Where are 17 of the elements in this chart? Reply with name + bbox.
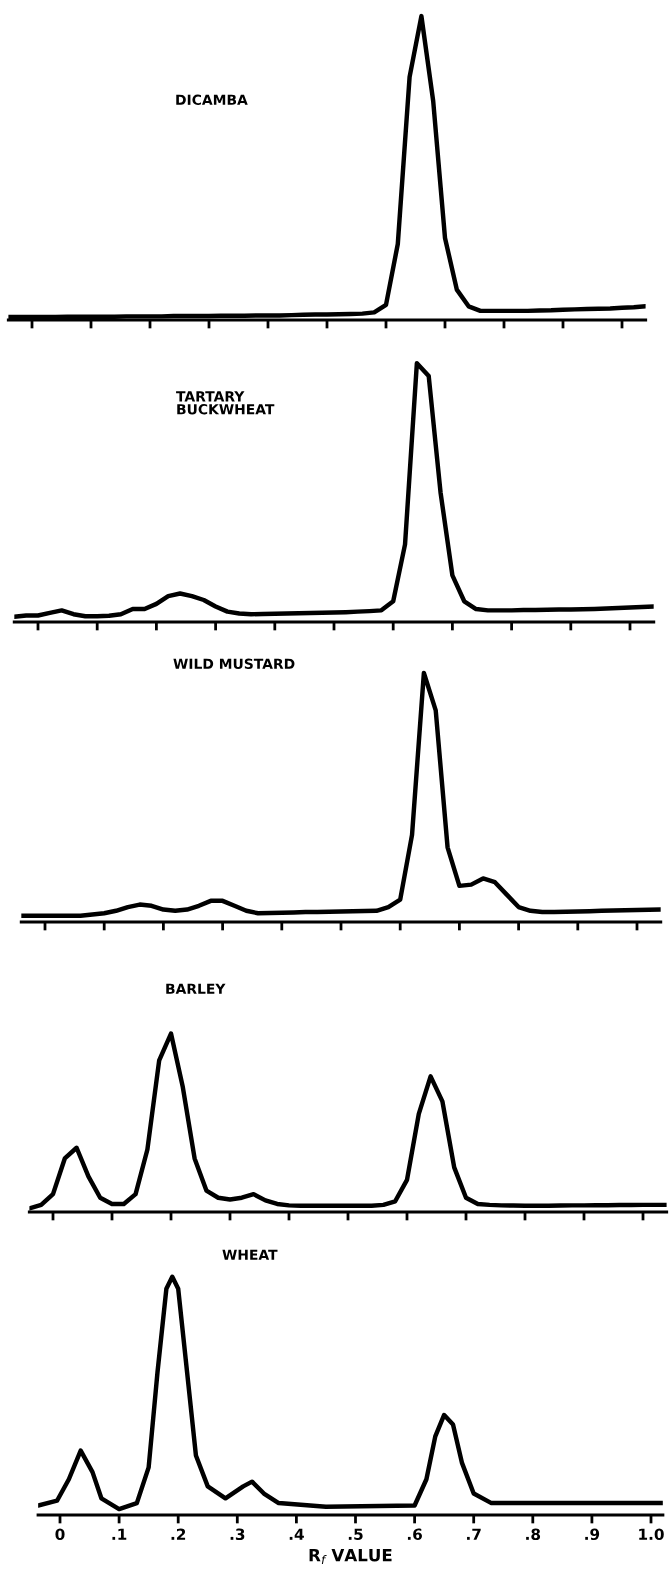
x-tick-label: .7: [467, 1528, 481, 1540]
x-tick-label: .1: [112, 1528, 127, 1540]
chart-title: WILD MUSTARD: [173, 658, 295, 670]
x-tick-label: .9: [585, 1528, 600, 1541]
x-tick-label: 0: [55, 1528, 65, 1541]
x-axis-title: R$_{f}$ VALUE: [309, 1549, 392, 1564]
x-tick-label: .8: [526, 1528, 541, 1541]
x-tick-label: .4: [289, 1528, 304, 1540]
x-tick-label: .3: [230, 1528, 245, 1541]
x-tick-label: 1.0: [639, 1528, 664, 1541]
chart-title: BARLEY: [166, 983, 226, 994]
x-tick-label: .6: [407, 1528, 422, 1541]
x-tick-label: .2: [171, 1528, 186, 1540]
text: TARTARY BUCKWHEAT: [176, 391, 275, 415]
chart-title: WHEAT: [222, 1249, 278, 1260]
text: DICAMBA: [176, 94, 248, 106]
x-tick-label: .5: [348, 1528, 363, 1541]
